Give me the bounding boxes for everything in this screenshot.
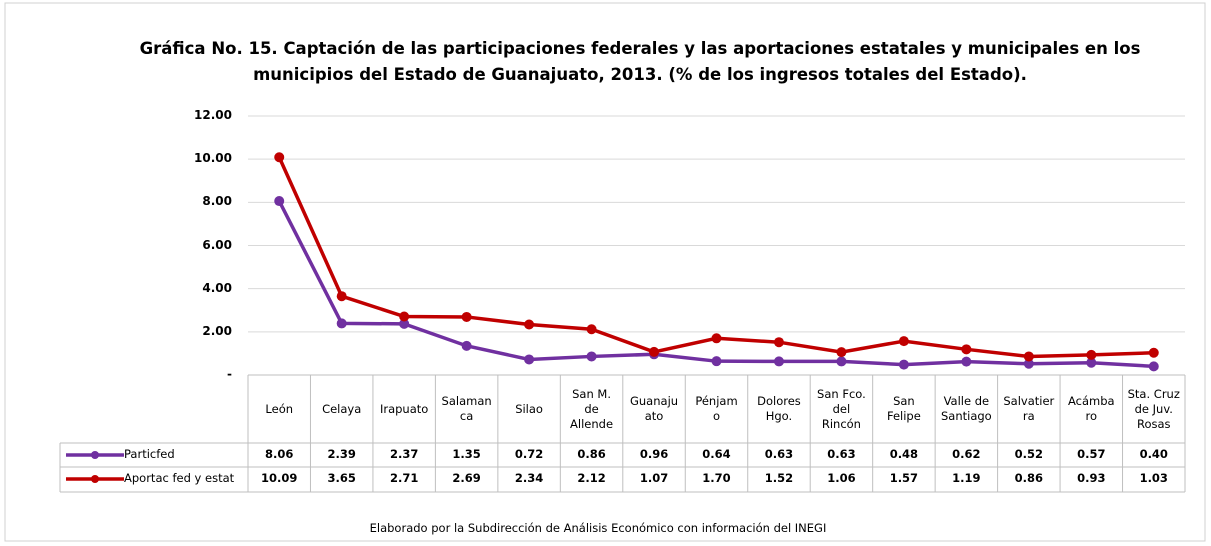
point [711, 356, 722, 367]
point [961, 356, 972, 367]
x-tick-label: Sta. Cruz de Juv. Rosas [1127, 386, 1180, 431]
value-label: 0.86 [577, 447, 606, 461]
value-label: 0.63 [764, 447, 794, 461]
point [1086, 349, 1097, 360]
value-label: 0.64 [702, 447, 731, 461]
x-tick-label: Salvatier ra [1003, 394, 1055, 423]
value-label: 2.34 [514, 471, 544, 485]
point [1023, 351, 1034, 362]
value-label: 1.03 [1139, 471, 1168, 485]
value-label: 0.48 [889, 447, 919, 461]
x-tick-label: Dolores Hgo. [757, 394, 801, 423]
note: Elaborado por la Subdirección de Análisi… [369, 521, 827, 535]
point [586, 351, 597, 362]
point [336, 318, 347, 329]
x-tick-label: San Felipe [886, 394, 921, 423]
point [399, 311, 410, 322]
y-tick-label: 2.00 [202, 323, 232, 338]
x-tick-label: Silao [515, 401, 543, 416]
value-label: 2.69 [452, 471, 481, 485]
y-tick-label: 12.00 [194, 108, 232, 122]
legend-label: Particfed [124, 447, 175, 461]
chart-title: Gráfica No. 15. Captación de las partici… [139, 39, 1141, 84]
x-tick-label: San M. de Allende [570, 386, 614, 431]
value-label: 2.12 [577, 471, 606, 485]
point [898, 359, 909, 370]
point [711, 333, 722, 344]
value-label: 0.57 [1077, 447, 1106, 461]
value-label: 1.52 [764, 471, 794, 485]
point [773, 337, 784, 348]
value-label: 0.86 [1014, 471, 1043, 485]
legend-marker [91, 451, 99, 459]
point [461, 311, 472, 322]
x-tick-label: Irapuato [379, 401, 429, 416]
value-label: 2.71 [389, 471, 419, 485]
point [1086, 357, 1097, 368]
legend-marker [91, 475, 99, 483]
x-tick-label: Valle de Santiago [940, 394, 992, 423]
y-tick-label: - [227, 367, 232, 381]
value-label: 0.72 [514, 447, 544, 461]
point [961, 344, 972, 355]
point [836, 356, 847, 367]
value-label: 1.06 [827, 471, 856, 485]
value-label: 1.19 [952, 471, 981, 485]
point [1148, 361, 1159, 372]
x-tick-label: León [265, 401, 294, 416]
x-tick-label: Acámba ro [1067, 394, 1115, 423]
value-label: 2.39 [327, 447, 356, 461]
point [836, 347, 847, 358]
x-tick-label: Celaya [322, 401, 362, 416]
value-label: 1.07 [639, 471, 669, 485]
x-tick-label: Guanaju ato [629, 394, 679, 423]
value-label: 10.09 [261, 471, 298, 485]
point [586, 324, 597, 335]
value-label: 0.40 [1139, 447, 1168, 461]
value-label: 3.65 [327, 471, 356, 485]
x-tick-label: Pénjam o [695, 394, 738, 423]
point [461, 340, 472, 351]
point [524, 354, 535, 365]
point [524, 319, 535, 330]
value-label: 0.62 [952, 447, 981, 461]
point [336, 291, 347, 302]
value-label: 0.63 [827, 447, 856, 461]
point [898, 336, 909, 347]
point [399, 318, 410, 329]
y-tick-label: 6.00 [202, 237, 232, 252]
value-label: 0.52 [1014, 447, 1043, 461]
point [649, 346, 660, 357]
point [1148, 347, 1159, 358]
value-label: 1.57 [889, 471, 919, 485]
x-tick-label: San Fco. del Rincón [817, 386, 866, 431]
value-label: 2.37 [389, 447, 419, 461]
y-tick-label: 10.00 [194, 151, 232, 166]
point [1023, 358, 1034, 369]
y-tick-label: 8.00 [202, 194, 232, 209]
legend-label: Aportac fed y estat [124, 471, 235, 485]
chart-frame [4, 2, 1206, 542]
value-label: 1.70 [702, 471, 731, 485]
value-label: 0.96 [639, 447, 669, 461]
point [773, 356, 784, 367]
y-tick-label: 4.00 [202, 280, 232, 295]
point [274, 152, 285, 163]
value-label: 1.35 [452, 447, 481, 461]
value-label: 0.93 [1077, 471, 1106, 485]
x-tick-label: Salaman ca [441, 394, 492, 423]
value-label: 8.06 [265, 447, 294, 461]
point [274, 196, 285, 207]
